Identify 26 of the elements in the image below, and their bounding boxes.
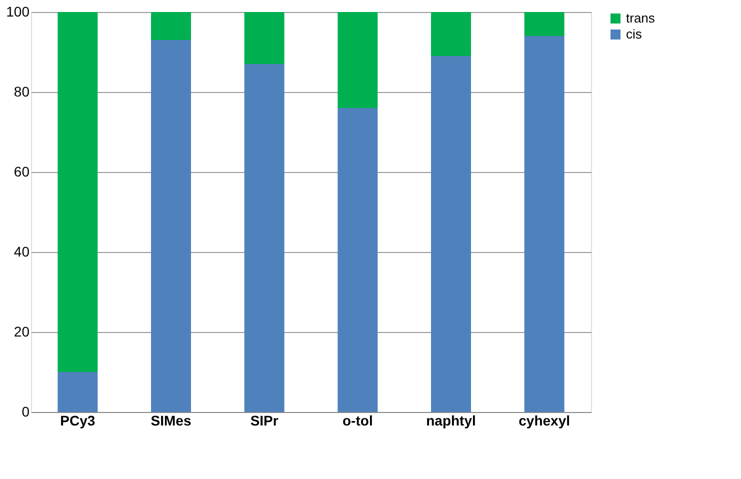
y-tick-label: 80 xyxy=(14,84,30,100)
x-tick-label: SIMes xyxy=(150,412,192,428)
y-tick-label: 100 xyxy=(6,4,30,20)
y-tick-label: 20 xyxy=(14,324,30,340)
bar xyxy=(244,12,284,64)
bar xyxy=(524,12,564,36)
y-tick-label: 60 xyxy=(14,164,30,180)
y-tick-label: 40 xyxy=(14,244,30,260)
x-tick-label: SIPr xyxy=(250,412,279,428)
y-tick-label: 0 xyxy=(22,404,30,420)
bar xyxy=(338,12,378,108)
x-tick-label: naphtyl xyxy=(426,412,476,428)
x-tick-label: cyhexyl xyxy=(518,412,570,428)
bar xyxy=(431,12,471,56)
bar xyxy=(524,36,564,412)
x-tick-label: o-tol xyxy=(342,412,373,428)
bar xyxy=(244,64,284,412)
bar xyxy=(151,12,191,40)
bar xyxy=(58,12,98,372)
legend-label: cis xyxy=(626,26,642,42)
bar xyxy=(431,56,471,412)
bar xyxy=(58,372,98,412)
bar xyxy=(151,40,191,412)
x-tick-label: PCy3 xyxy=(60,412,96,428)
bar xyxy=(338,108,378,412)
legend-label: trans xyxy=(626,10,656,26)
